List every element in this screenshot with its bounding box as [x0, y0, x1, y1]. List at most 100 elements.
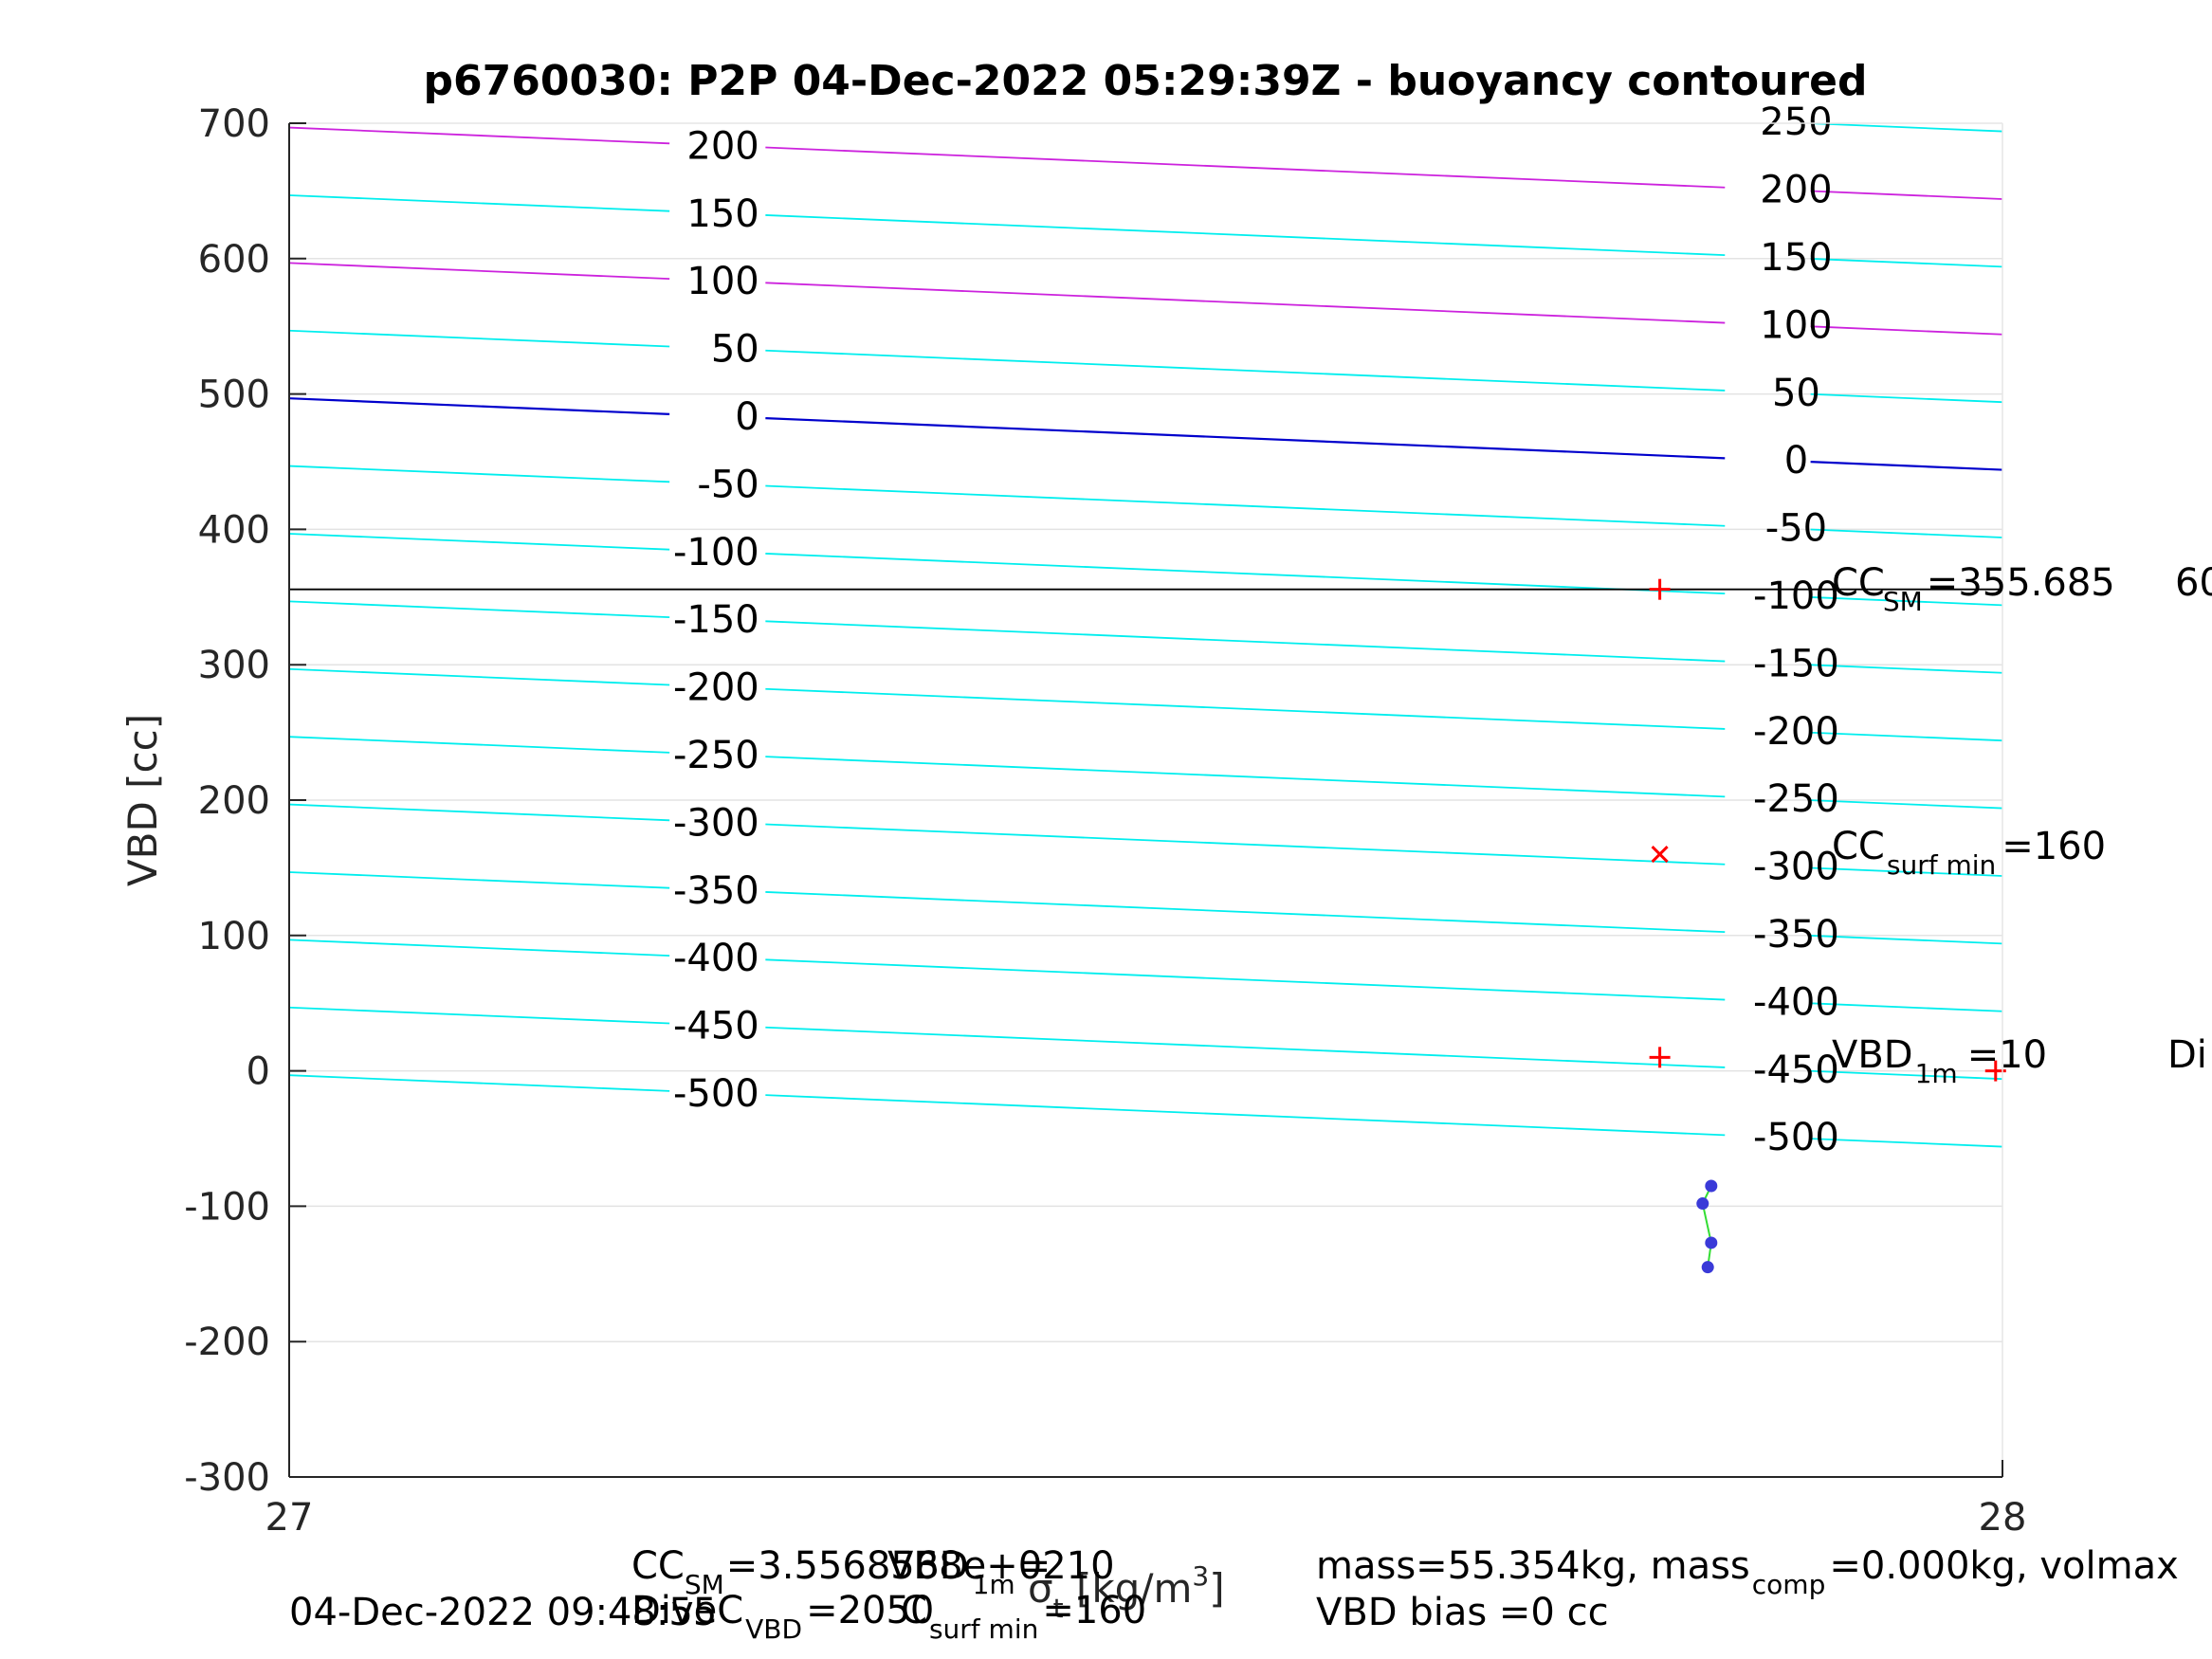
contour-line — [765, 1026, 1726, 1068]
contour-label-right: 100 — [1760, 303, 1832, 347]
contour-line — [289, 939, 670, 957]
y-tick-label: 500 — [198, 374, 270, 417]
contour-label-right: -400 — [1753, 980, 1839, 1024]
contour-label-right: -500 — [1753, 1116, 1839, 1159]
contour-line — [765, 687, 1726, 730]
y-tick-label: 600 — [198, 238, 270, 282]
contour-line — [765, 958, 1726, 1001]
contour-label-right: -250 — [1753, 777, 1839, 821]
contour-line — [765, 823, 1726, 866]
contour-line — [765, 620, 1726, 663]
contour-label-left: 200 — [686, 124, 759, 168]
contour-label-left: 50 — [711, 328, 759, 372]
plus-marker — [1649, 1047, 1671, 1068]
contour-line — [765, 756, 1726, 798]
annotation-cc-sm: CCSM =355.685 60 — [1832, 561, 2212, 617]
contour-line — [289, 667, 670, 686]
y-tick-label: 200 — [198, 779, 270, 823]
footer-vbd-bias: VBD bias =0 cc — [1316, 1591, 1609, 1634]
contour-line — [289, 1006, 670, 1025]
contour-label-right: 200 — [1760, 169, 1832, 212]
contour-label-left: -250 — [673, 734, 759, 777]
x-tick-labels: 27 28 — [265, 1460, 2027, 1540]
contour-label-left: 150 — [686, 192, 759, 236]
contour-line — [1810, 392, 2002, 404]
contour-line — [765, 553, 1726, 595]
contour-line — [765, 349, 1726, 392]
contour-line — [289, 1074, 670, 1092]
contour-label-left: -200 — [673, 666, 759, 710]
contour-line — [289, 871, 670, 889]
footer-mass: mass=55.354kg, masscomp =0.000kg, volmax — [1316, 1544, 2179, 1600]
x-axis-label-close: ] — [1209, 1565, 1224, 1612]
footer-cc-sm: CCSM=3.5568568e+0210 — [631, 1544, 1115, 1600]
contour-label-right: 150 — [1760, 236, 1832, 280]
x-tick-label: 28 — [1979, 1496, 2027, 1540]
contour-line — [289, 262, 670, 281]
footer-dive-c-vbd: DiveCVBD =2050 — [631, 1589, 934, 1645]
y-tick-label: -100 — [184, 1185, 270, 1229]
contour-line — [289, 736, 670, 754]
contour-line — [289, 803, 670, 822]
y-tick-label: 0 — [247, 1050, 270, 1094]
y-tick-labels: -300 -200 -100 0 100 200 300 400 500 600 700 — [184, 102, 306, 1500]
x-axis-label: σt [kg/m3] — [1028, 1560, 1225, 1624]
contour-line — [289, 126, 670, 145]
contour-label-right: -200 — [1753, 710, 1839, 754]
contour-line — [289, 329, 670, 348]
plus-marker — [1649, 578, 1671, 600]
x-tick-label: 27 — [265, 1496, 314, 1540]
contour-label-left: 0 — [735, 395, 759, 439]
contour-label-left: -500 — [673, 1072, 759, 1116]
y-tick-label: -300 — [184, 1456, 270, 1500]
contour-label-left: -50 — [697, 463, 759, 506]
contour-line — [765, 891, 1726, 934]
contour-label-right: -300 — [1753, 846, 1839, 889]
contour-label-right: 0 — [1784, 439, 1808, 483]
chart-title: p6760030: P2P 04-Dec-2022 05:29:39Z - bu… — [424, 57, 1868, 105]
x-axis-label-unit: [kg/m — [1064, 1565, 1193, 1612]
contour-label-right: -350 — [1753, 913, 1839, 957]
contour-line — [765, 146, 1726, 189]
contour-line — [289, 600, 670, 619]
contour-line — [289, 194, 670, 212]
contour-line — [765, 1094, 1726, 1137]
contour-line — [765, 214, 1726, 257]
contour-line — [1810, 731, 2002, 742]
footer: CCSM=3.5568568e+0210 VBD 1m = 04-Dec-2022 … — [289, 1544, 2179, 1645]
contour-line — [1810, 528, 2002, 538]
y-tick-label: -200 — [184, 1321, 270, 1364]
contour-label-left: -350 — [673, 869, 759, 913]
x-axis-label-sigma: σ — [1028, 1565, 1053, 1612]
x-axis-label-sup: 3 — [1192, 1560, 1209, 1592]
contour-line — [1810, 1069, 2002, 1081]
contour-line — [1810, 799, 2002, 810]
footer-c-surf-min: Csurf min =160 — [901, 1589, 1146, 1645]
contour-line — [289, 397, 670, 416]
contour-label-left: 100 — [686, 260, 759, 303]
y-tick-label: 100 — [198, 915, 270, 958]
footer-timestamp: 04-Dec-2022 09:48:55 — [289, 1591, 717, 1634]
markers — [1649, 578, 2006, 1082]
y-tick-label: 400 — [198, 508, 270, 552]
contour-label-right: -150 — [1753, 642, 1839, 685]
x-axis-label-sub: t — [1053, 1593, 1064, 1624]
cross-marker — [1651, 846, 1669, 864]
contour-line — [1810, 123, 2002, 133]
contour-line — [1810, 325, 2002, 336]
dive-profile-point — [1696, 1197, 1709, 1211]
contour-line — [1810, 866, 2002, 877]
contour-label-right: 50 — [1772, 372, 1820, 415]
y-axis-label: VBD [cc] — [119, 714, 166, 886]
y-grid — [289, 258, 2002, 1342]
y-tick-label: 700 — [198, 102, 270, 146]
footer-vbd-1m: VBD 1m = — [887, 1544, 1051, 1600]
annotation-cc-surf-min: CCsurf min =160 — [1832, 825, 2106, 881]
contour-line — [1810, 461, 2002, 471]
contour-line — [1810, 1138, 2002, 1148]
contour-label-left: -450 — [673, 1005, 759, 1048]
dive-profile — [1696, 1179, 2009, 1274]
contour-label-left: -300 — [673, 801, 759, 845]
dive-profile-point — [1701, 1261, 1714, 1274]
